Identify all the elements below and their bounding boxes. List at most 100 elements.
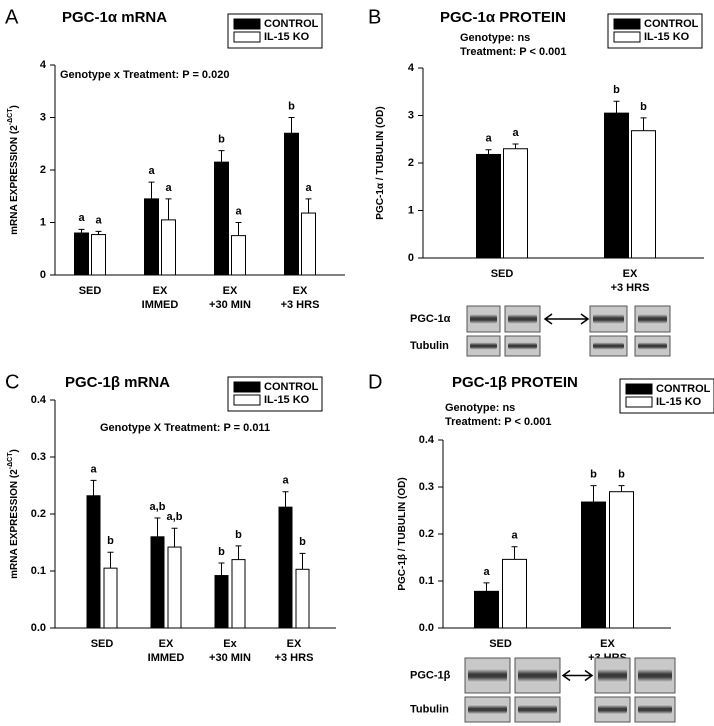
blot-band — [508, 313, 537, 325]
significance-letter: a — [95, 214, 102, 226]
x-tick-label: EX — [600, 638, 615, 650]
significance-letter: b — [218, 133, 225, 145]
y-tick-label: 0.0 — [419, 622, 434, 634]
blot-arrow — [561, 669, 594, 682]
annotation: Treatment: P < 0.001 — [445, 416, 552, 428]
legend-swatch — [613, 31, 641, 43]
legend-swatch — [233, 394, 261, 406]
x-tick-label: EX — [223, 285, 238, 297]
significance-letter: a — [282, 475, 289, 487]
x-tick-label: +3 HRS — [281, 299, 320, 311]
bar — [161, 219, 176, 276]
bar — [74, 232, 89, 276]
legend-swatch — [625, 396, 653, 408]
blot-band — [470, 342, 497, 350]
y-axis-label: mRNA EXPRESSION (2-ΔCT) — [7, 105, 20, 235]
y-axis-label-part: mRNA EXPRESSION (2 — [9, 125, 20, 235]
legend-label: CONTROL — [656, 383, 711, 395]
chart-title: PGC-1β PROTEIN — [452, 374, 578, 391]
bar — [604, 112, 629, 259]
bar — [301, 212, 316, 276]
significance-letter: b — [235, 529, 242, 541]
annotation: Genotype: ns — [460, 32, 530, 44]
error-bar — [511, 546, 518, 560]
blot-band — [598, 704, 627, 715]
x-tick-label: +30 MIN — [209, 299, 251, 311]
y-tick-label: 0 — [408, 252, 414, 264]
significance-letter: b — [299, 536, 306, 548]
error-bar — [288, 117, 295, 134]
y-tick-label: 0.3 — [419, 481, 434, 493]
y-tick-label: 1 — [40, 216, 46, 228]
significance-letter: a — [511, 530, 518, 542]
significance-letter: b — [618, 468, 625, 480]
significance-letter: a — [483, 566, 490, 578]
y-tick-label: 2 — [40, 164, 46, 176]
bar — [231, 235, 246, 276]
x-tick-label: EX — [623, 268, 638, 280]
y-axis-label-part: -ΔCT — [7, 452, 14, 469]
blot-label: Tubulin — [410, 703, 449, 715]
significance-letter: a — [235, 205, 242, 217]
error-bar — [590, 485, 597, 503]
bar — [502, 558, 527, 629]
y-tick-label: 0.1 — [31, 565, 46, 577]
y-axis-label-part: ) — [9, 449, 20, 452]
chart-title: PGC-1α PROTEIN — [440, 9, 566, 26]
significance-letter: a — [512, 127, 519, 139]
y-tick-label: 0.4 — [419, 434, 435, 446]
error-bar — [218, 150, 225, 163]
y-axis-label-part: -ΔCT — [7, 108, 14, 125]
significance-letter: a — [165, 182, 172, 194]
legend-swatch — [233, 18, 261, 30]
error-bar — [613, 100, 620, 114]
y-tick-label: 4 — [40, 59, 47, 71]
bar — [295, 568, 310, 629]
x-tick-label: SED — [79, 285, 102, 297]
bar — [284, 132, 299, 276]
y-tick-label: 4 — [408, 62, 415, 74]
legend-swatch — [625, 383, 653, 395]
x-tick-label: SED — [489, 638, 512, 650]
annotation: Treatment: P < 0.001 — [460, 46, 567, 58]
error-bar — [90, 479, 97, 496]
significance-letter: a,b — [167, 511, 183, 523]
bar — [167, 546, 182, 629]
x-tick-label: SED — [491, 268, 514, 280]
significance-letter: a — [305, 182, 312, 194]
blot-band — [598, 668, 627, 683]
error-bar — [171, 527, 178, 548]
bar — [103, 567, 118, 629]
bar — [214, 575, 229, 629]
y-tick-label: 0.2 — [419, 528, 434, 540]
error-bar — [640, 117, 647, 131]
y-tick-label: 0.1 — [419, 575, 434, 587]
error-bar — [483, 582, 490, 592]
y-tick-label: 3 — [40, 111, 46, 123]
y-tick-label: 0.2 — [31, 508, 46, 520]
bar — [150, 536, 165, 629]
significance-letter: b — [640, 101, 647, 113]
blot-label: Tubulin — [410, 340, 449, 352]
error-bar — [218, 562, 225, 576]
significance-letter: a — [90, 463, 97, 475]
blot-band — [638, 342, 667, 350]
annotation: Genotype X Treatment: P = 0.011 — [100, 422, 270, 434]
y-tick-label: 1 — [408, 204, 414, 216]
blot-band — [593, 342, 624, 350]
bar — [91, 234, 106, 276]
error-bar — [107, 551, 114, 569]
y-axis-label: PGC-1β / TUBULIN (OD) — [397, 477, 408, 590]
bar — [144, 198, 159, 276]
x-tick-label: Ex — [223, 638, 237, 650]
annotation: Genotype x Treatment: P = 0.020 — [60, 69, 229, 81]
bar — [609, 491, 634, 629]
legend-swatch — [233, 381, 261, 393]
significance-letter: a — [78, 212, 85, 224]
x-tick-label: +3 HRS — [275, 652, 314, 664]
legend-label: CONTROL — [264, 18, 319, 30]
x-tick-label: IMMED — [142, 299, 179, 311]
legend-swatch — [233, 31, 261, 43]
error-bar — [512, 143, 519, 149]
x-tick-label: SED — [91, 638, 114, 650]
